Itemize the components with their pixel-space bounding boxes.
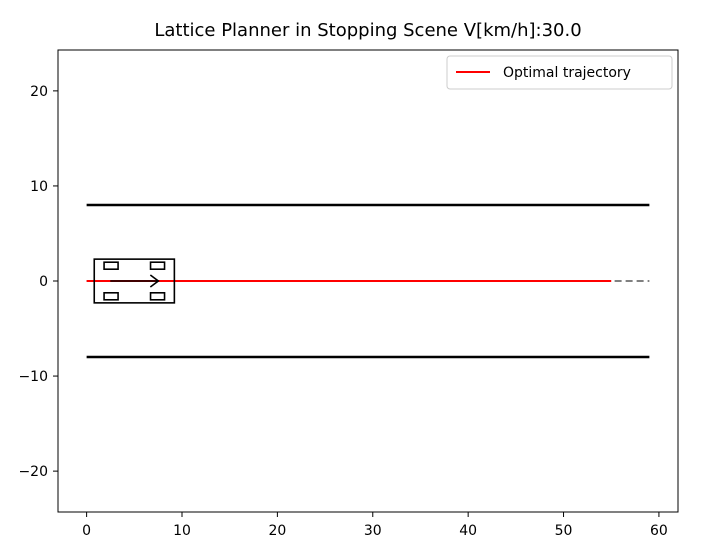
x-tick-label: 40 (459, 523, 477, 539)
x-tick-label: 50 (555, 523, 573, 539)
x-tick-label: 20 (268, 523, 286, 539)
y-tick-label: 20 (30, 84, 48, 100)
y-axis-ticks: 20 10 0 −10 −20 (18, 84, 58, 480)
x-tick-label: 60 (650, 523, 668, 539)
y-tick-label: 0 (39, 274, 48, 290)
vehicle-wheel-3 (103, 292, 119, 301)
legend: Optimal trajectory (446, 55, 673, 90)
y-tick-label: 10 (30, 179, 48, 195)
x-tick-label: 10 (173, 523, 191, 539)
plot-content (86, 203, 650, 359)
x-axis-ticks: 0 10 20 30 40 50 60 (82, 512, 668, 539)
legend-label: Optimal trajectory (503, 65, 631, 81)
plot-frame (57, 49, 679, 513)
x-tick-label: 30 (364, 523, 382, 539)
vehicle-arrow-head (149, 274, 160, 288)
vehicle-wheel-2 (149, 261, 166, 270)
vehicle-wheel-1 (103, 261, 119, 270)
x-tick-label: 0 (82, 523, 91, 539)
y-tick-label: −20 (18, 464, 48, 480)
vehicle-body (93, 258, 176, 304)
vehicle-wheel-4 (149, 292, 166, 301)
y-tick-label: −10 (18, 369, 48, 385)
vehicle-icon (93, 258, 176, 304)
chart-title: Lattice Planner in Stopping Scene V[km/h… (154, 20, 581, 41)
legend-box (446, 55, 673, 90)
